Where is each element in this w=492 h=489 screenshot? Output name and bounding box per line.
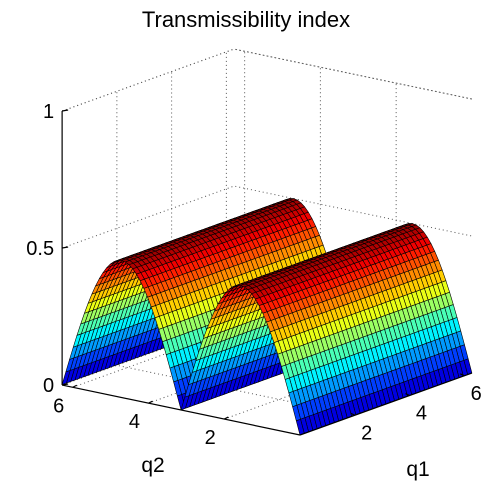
z-tick-label: 0.5 bbox=[26, 238, 54, 260]
x-tick-label: 2 bbox=[361, 422, 372, 444]
x-tick-label: 4 bbox=[416, 403, 427, 425]
chart-title: Transmissibility index bbox=[142, 7, 350, 32]
axes-lines bbox=[61, 109, 473, 436]
y-tick-mark bbox=[72, 384, 77, 388]
x-axis-line bbox=[299, 372, 473, 436]
z-tick-mark bbox=[62, 383, 69, 386]
x-tick-mark bbox=[459, 373, 465, 377]
z-tick-label: 0 bbox=[43, 375, 54, 397]
x-tick-mark bbox=[350, 412, 356, 416]
y-tick-label: 2 bbox=[205, 427, 216, 449]
y-tick-mark bbox=[223, 416, 229, 420]
x-axis-label: q1 bbox=[406, 458, 429, 481]
grid-line bbox=[61, 48, 473, 112]
x-tick-label: 6 bbox=[471, 383, 482, 405]
grid-line bbox=[61, 48, 235, 112]
z-tick-mark bbox=[62, 109, 69, 112]
y-tick-label: 6 bbox=[53, 395, 64, 417]
y-axis-label: q2 bbox=[141, 454, 164, 477]
grid-line bbox=[61, 185, 473, 249]
y-tick-mark bbox=[148, 400, 153, 404]
grid-line bbox=[233, 48, 473, 100]
x-tick-mark bbox=[405, 392, 410, 397]
z-tick-label: 1 bbox=[43, 101, 54, 123]
y-tick-label: 4 bbox=[129, 411, 140, 433]
surface bbox=[61, 198, 473, 436]
z-tick-mark bbox=[62, 246, 69, 249]
y-axis-line bbox=[61, 384, 301, 436]
tick-labels: 0 0.5 1 2 4 6 2 4 6 bbox=[26, 101, 482, 449]
